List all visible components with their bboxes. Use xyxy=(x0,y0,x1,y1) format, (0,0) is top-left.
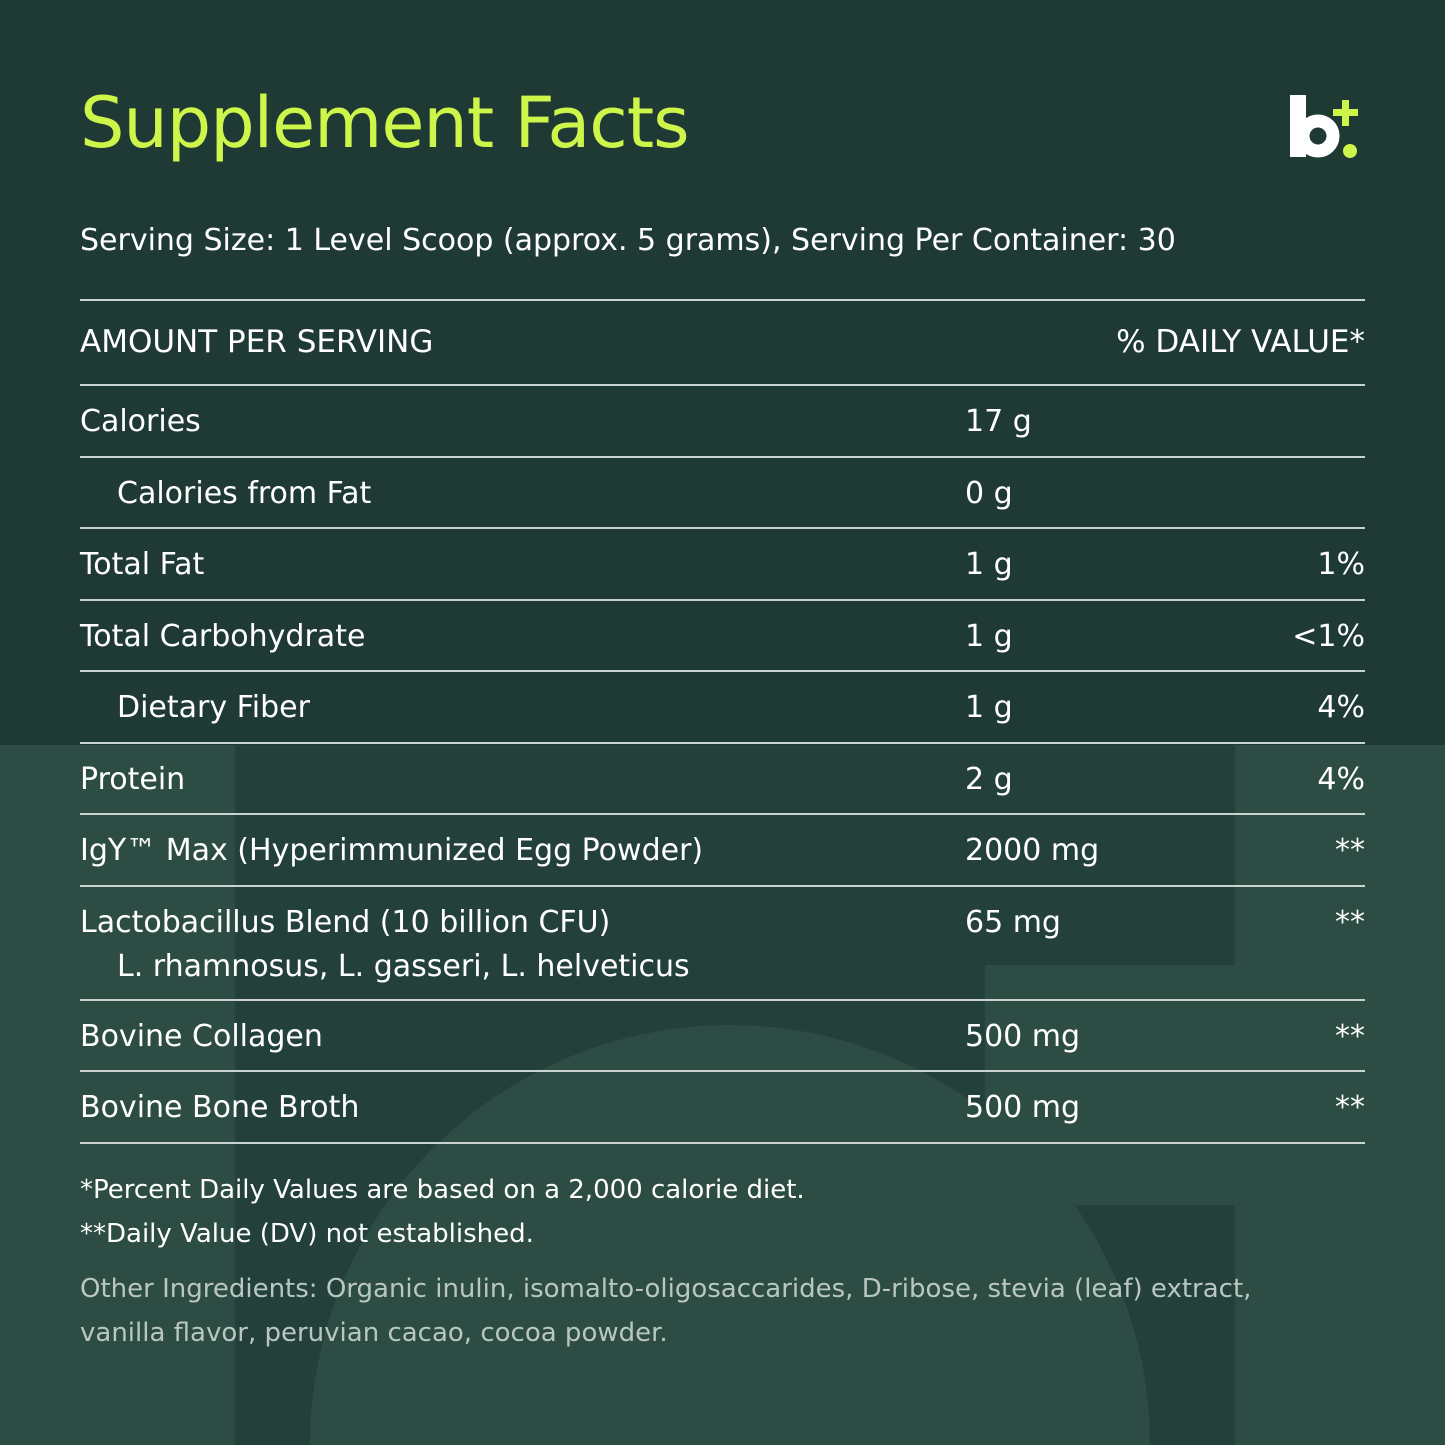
rule xyxy=(80,384,1365,386)
ingredient-name: Calories xyxy=(80,404,201,439)
footnote: *Percent Daily Values are based on a 2,0… xyxy=(80,1174,805,1205)
ingredient-name: Bovine Bone Broth xyxy=(80,1090,360,1125)
amount: 0 g xyxy=(965,475,1013,511)
rule xyxy=(80,527,1365,529)
rule xyxy=(80,998,1365,1001)
ingredient-name: IgY™ Max (Hyperimmunized Egg Powder) xyxy=(80,833,704,868)
column-header: AMOUNT PER SERVING xyxy=(80,324,434,360)
rule xyxy=(80,598,1365,601)
rule xyxy=(80,299,1365,301)
rule xyxy=(80,1070,1365,1072)
amount: 2 g xyxy=(965,761,1013,797)
rule xyxy=(80,741,1365,744)
daily-value: 4% xyxy=(1317,761,1365,797)
amount: 1 g xyxy=(965,547,1013,582)
footnote: **Daily Value (DV) not established. xyxy=(80,1218,534,1249)
daily-value: ** xyxy=(1335,1090,1365,1125)
ingredient-name: Total Fat xyxy=(80,547,205,582)
logo-plus-h xyxy=(1333,109,1358,116)
ingredient-name: Total Carbohydrate xyxy=(80,618,366,654)
ingredient-name: Dietary Fiber xyxy=(117,690,310,725)
serving-info: Serving Size: 1 Level Scoop (approx. 5 g… xyxy=(80,223,1176,258)
column-header: % DAILY VALUE* xyxy=(1116,324,1365,360)
amount: 17 g xyxy=(965,404,1032,439)
title: Supplement Facts xyxy=(80,82,690,164)
daily-value: ** xyxy=(1335,904,1365,940)
logo-bowl xyxy=(1296,114,1340,158)
ingredient-name: Protein xyxy=(80,761,186,797)
rule xyxy=(80,884,1365,887)
amount: 1 g xyxy=(965,690,1013,725)
amount: 1 g xyxy=(965,618,1013,654)
daily-value: 4% xyxy=(1317,690,1365,725)
ingredient-name: Lactobacillus Blend (10 billion CFU) xyxy=(80,904,611,940)
daily-value: 1% xyxy=(1317,547,1365,582)
rule xyxy=(80,670,1365,672)
daily-value: ** xyxy=(1335,833,1365,868)
daily-value: <1% xyxy=(1292,618,1365,654)
daily-value: ** xyxy=(1335,1018,1365,1054)
logo-dot xyxy=(1343,144,1357,158)
other-ingredients: Other Ingredients: Organic inulin, isoma… xyxy=(80,1273,1252,1348)
ingredient-name: Calories from Fat xyxy=(117,475,372,511)
logo xyxy=(1290,95,1358,158)
amount: 2000 mg xyxy=(965,833,1100,868)
amount: 500 mg xyxy=(965,1018,1081,1054)
ingredient-name: Bovine Collagen xyxy=(80,1018,323,1054)
rule xyxy=(80,813,1365,815)
rule xyxy=(80,1141,1365,1144)
bg-letter-bowl xyxy=(310,1025,1150,1445)
ingredient-detail: L. rhamnosus, L. gasseri, L. helveticus xyxy=(117,948,690,984)
amount: 65 mg xyxy=(965,904,1061,940)
rule xyxy=(80,455,1365,458)
amount: 500 mg xyxy=(965,1090,1081,1125)
